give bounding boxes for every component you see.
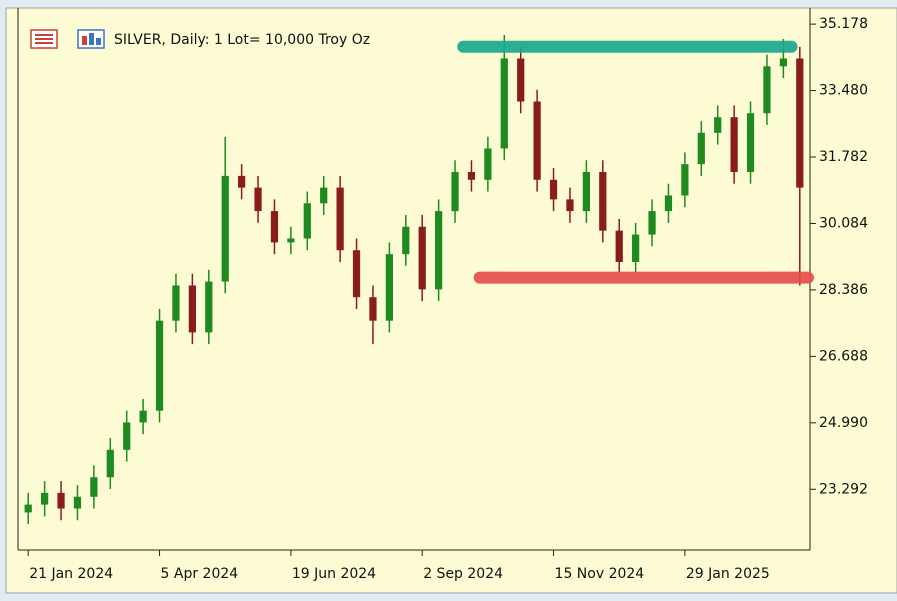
candle-body: [139, 410, 147, 423]
candle-body: [336, 187, 344, 251]
header-icons: [30, 29, 105, 49]
candle-body: [155, 320, 164, 411]
candle-body: [287, 238, 295, 243]
y-tick-label: 30.084: [819, 215, 868, 231]
icon-chart-bar: [82, 36, 87, 45]
candle-body: [188, 285, 196, 333]
candle-body: [221, 175, 229, 282]
candle-body: [615, 230, 623, 262]
candle-body: [451, 171, 459, 212]
candle-body: [402, 226, 410, 255]
y-tick-label: 23.292: [819, 481, 868, 497]
x-tick-label: 29 Jan 2025: [686, 566, 770, 582]
candle-body: [41, 492, 49, 505]
candle-body: [385, 254, 393, 321]
candle-body: [320, 187, 328, 204]
candle-body: [582, 171, 590, 212]
x-tick-label: 2 Sep 2024: [423, 566, 503, 582]
candle-body: [123, 422, 131, 450]
candle-body: [205, 281, 213, 333]
y-tick-label: 28.386: [819, 282, 868, 298]
y-tick-label: 35.178: [819, 16, 868, 32]
candle-body: [500, 58, 508, 149]
candle-body: [270, 211, 279, 243]
candle-body: [648, 211, 656, 235]
x-tick-label: 5 Apr 2024: [161, 566, 239, 582]
candle-body: [467, 171, 476, 180]
candle-body: [681, 164, 689, 196]
candle-body: [57, 492, 65, 509]
candle-body: [664, 195, 673, 212]
candle-body: [106, 449, 114, 478]
candle-body: [254, 187, 262, 212]
x-tick-label: 15 Nov 2024: [555, 566, 645, 582]
chart-title: SILVER, Daily: 1 Lot= 10,000 Troy Oz: [114, 32, 370, 48]
candle-body: [369, 297, 377, 321]
chart-background: [5, 7, 897, 594]
candle-body: [566, 199, 574, 212]
candle-body: [549, 179, 558, 200]
candle-body: [730, 117, 738, 172]
y-tick-label: 26.688: [819, 348, 868, 364]
x-tick-label: 19 Jun 2024: [292, 566, 376, 582]
candle-body: [73, 496, 82, 509]
candle-body: [303, 203, 311, 239]
candle-body: [599, 171, 607, 231]
candle-body: [418, 226, 426, 290]
x-tick-label: 21 Jan 2024: [29, 566, 113, 582]
candle-body: [172, 285, 180, 321]
candle-body: [763, 66, 771, 114]
candle-body: [517, 58, 525, 102]
candle-body: [24, 504, 32, 513]
candle-body: [697, 132, 705, 165]
candle-body: [714, 117, 722, 133]
candle-body: [352, 250, 361, 298]
y-tick-label: 33.480: [819, 83, 868, 99]
candle-body: [796, 58, 804, 188]
candle-body: [238, 175, 246, 188]
candle-body: [746, 113, 755, 172]
candle-body: [435, 211, 443, 290]
candle-body: [533, 101, 541, 180]
candle-body: [90, 477, 98, 497]
y-tick-label: 31.782: [819, 149, 868, 165]
candle-body: [484, 148, 492, 180]
y-tick-label: 24.990: [819, 415, 868, 431]
icon-chart-bar: [96, 38, 101, 45]
candle-body: [779, 58, 787, 67]
candle-body: [632, 234, 640, 262]
icon-chart-bar: [89, 33, 94, 45]
